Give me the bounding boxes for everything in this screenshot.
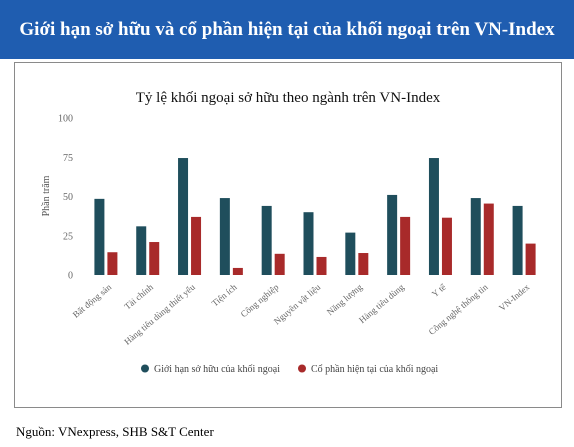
bar-ownership-limit [512,205,523,275]
bar-current-holding [400,216,411,275]
legend-marker [141,364,149,373]
x-tick-label: Năng lượng [325,282,365,318]
bar-ownership-limit [261,205,272,275]
page-title: Giới hạn sở hữu và cổ phần hiện tại của … [19,18,555,40]
chart-panel: Tỷ lệ khối ngoại sở hữu theo ngành trên … [14,62,562,408]
y-axis-ticks: 0 25 50 75 100 [58,114,73,282]
header-banner: Giới hạn sở hữu và cổ phần hiện tại của … [0,0,574,59]
x-tick-label: Bất động sản [71,282,114,320]
bar-current-holding [107,252,118,275]
x-tick-label: Hàng tiêu dùng [357,282,406,326]
legend: Giới hạn sở hữu của khối ngoại Cổ phần hi… [141,364,438,375]
bar-current-holding [274,253,285,275]
source-note: Nguồn: VNexpress, SHB S&T Center [16,424,214,439]
bar-current-holding [483,203,494,275]
legend-label: Cổ phần hiện tại của khối ngoại [311,364,438,375]
bar-ownership-limit [94,198,105,275]
bar-current-holding [191,216,202,275]
bar-ownership-limit [303,212,314,275]
x-tick-label: Hàng tiêu dùng thiết yếu [122,282,197,347]
bar-ownership-limit [387,194,398,275]
bar-current-holding [316,256,327,275]
y-tick-label: 100 [58,114,73,125]
x-tick-label: Tiện ích [210,282,239,309]
y-axis-label: Phần trăm [41,175,52,216]
bar-current-holding [358,253,369,275]
bar-current-holding [441,217,452,275]
chart-title: Tỷ lệ khối ngoại sở hữu theo ngành trên … [136,90,441,106]
y-tick-label: 75 [63,153,73,164]
bar-chart: Tỷ lệ khối ngoại sở hữu theo ngành trên … [41,90,536,375]
bar-ownership-limit [470,198,481,275]
bar-current-holding [232,267,243,275]
bar-ownership-limit [136,226,147,275]
bar-ownership-limit [178,158,189,275]
x-tick-label: Công nghiệp [239,282,281,320]
bar-current-holding [525,243,536,275]
legend-label: Giới hạn sở hữu của khối ngoại [154,364,280,375]
x-tick-label: Tài chính [122,282,155,312]
y-tick-label: 25 [63,231,73,242]
bar-ownership-limit [219,198,230,275]
bar-current-holding [149,242,160,275]
bar-ownership-limit [428,158,439,275]
bar-ownership-limit [345,232,356,275]
bar-series [94,158,536,275]
x-tick-label: VN-Index [497,282,532,313]
legend-marker [298,364,306,373]
x-tick-label: Y tế [430,281,449,299]
y-tick-label: 0 [68,271,73,282]
y-tick-label: 50 [63,192,73,203]
